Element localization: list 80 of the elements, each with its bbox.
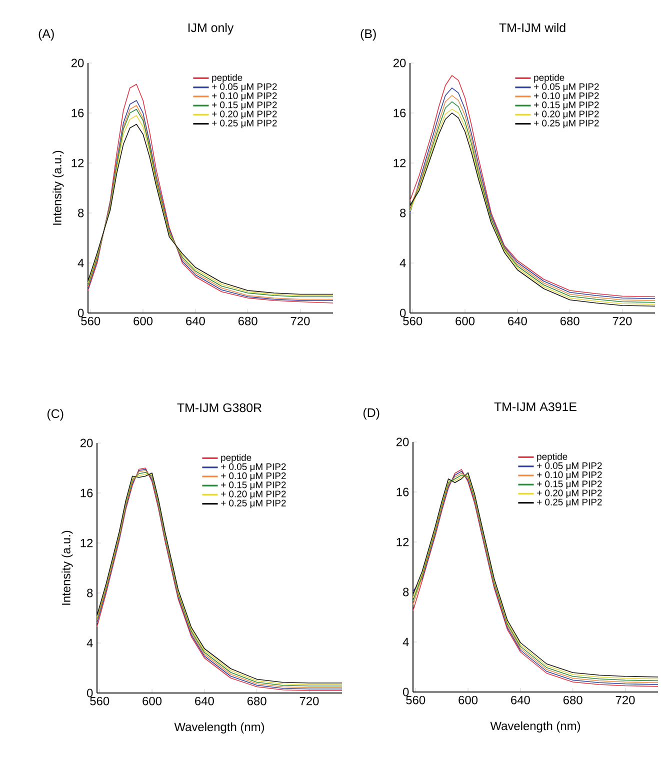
x-tick-label: 680 bbox=[563, 696, 582, 704]
x-tick-label: 720 bbox=[616, 696, 635, 704]
y-tick-label: 0 bbox=[403, 688, 409, 696]
x-tick-label: 560 bbox=[90, 696, 110, 706]
text: (B) bbox=[360, 28, 376, 41]
legend-label: + 0.10 μM PIP2 bbox=[534, 92, 599, 101]
chart-title: TM-IJM wild bbox=[499, 22, 566, 32]
x-tick-label: 680 bbox=[560, 316, 580, 326]
y-tick-label: 8 bbox=[400, 208, 406, 218]
x-axis-title: Wavelength (nm) bbox=[174, 722, 264, 734]
x-tick-label: 720 bbox=[290, 316, 310, 326]
y-tick-label: 20 bbox=[80, 438, 93, 448]
y-tick-label: 8 bbox=[87, 588, 93, 598]
x-tick-label: 600 bbox=[134, 316, 153, 326]
chart-title: TM-IJM G380R bbox=[177, 403, 262, 412]
y-tick-label: 8 bbox=[403, 588, 409, 596]
y-tick-label: 0 bbox=[400, 308, 406, 318]
x-tick-label: 600 bbox=[458, 696, 478, 704]
legend-label: peptide bbox=[534, 74, 564, 83]
legend-label: + 0.10 μM PIP2 bbox=[221, 472, 286, 481]
legend-label: + 0.25 μM PIP2 bbox=[212, 120, 277, 128]
x-tick-label: 720 bbox=[612, 316, 632, 326]
y-tick-label: 0 bbox=[78, 308, 84, 318]
x-tick-label: 640 bbox=[508, 316, 527, 326]
x-tick-label: 640 bbox=[195, 696, 214, 706]
x-tick-label: 640 bbox=[511, 696, 530, 704]
x-tick-label: 600 bbox=[456, 316, 475, 326]
y-tick-label: 4 bbox=[402, 638, 409, 646]
x-tick-label: 680 bbox=[238, 316, 258, 326]
legend-label: + 0.15 μM PIP2 bbox=[212, 102, 277, 110]
y-tick-label: 16 bbox=[72, 108, 84, 118]
y-tick-label: 4 bbox=[78, 258, 84, 268]
chart-title: TM-IJM A391E bbox=[494, 402, 576, 412]
y-tick-label: 8 bbox=[78, 208, 84, 218]
y-tick-label: 12 bbox=[394, 158, 406, 168]
legend-label: + 0.20 μM PIP2 bbox=[534, 110, 599, 120]
y-tick-label: 4 bbox=[86, 638, 93, 648]
y-tick-label: 20 bbox=[71, 58, 84, 68]
legend-label: + 0.15 μM PIP2 bbox=[534, 102, 599, 110]
text: (D) bbox=[363, 408, 380, 420]
text: (C) bbox=[47, 408, 64, 421]
legend-label: peptide bbox=[221, 454, 252, 463]
y-tick-label: 16 bbox=[80, 488, 93, 498]
x-tick-label: 640 bbox=[186, 316, 205, 326]
y-axis-title: Intensity (a.u.) bbox=[62, 530, 73, 605]
legend-label: + 0.20 μM PIP2 bbox=[537, 490, 602, 498]
y-tick-label: 20 bbox=[393, 58, 406, 68]
legend-label: + 0.10 μM PIP2 bbox=[537, 471, 602, 480]
x-tick-label: 560 bbox=[406, 696, 426, 704]
legend-label: peptide bbox=[212, 74, 242, 83]
x-tick-label: 600 bbox=[142, 696, 162, 706]
legend-label: + 0.05 μM PIP2 bbox=[221, 463, 286, 472]
y-tick-label: 4 bbox=[400, 258, 406, 268]
legend-label: + 0.25 μM PIP2 bbox=[221, 500, 286, 508]
legend-label: + 0.10 μM PIP2 bbox=[212, 92, 277, 101]
legend-label: + 0.15 μM PIP2 bbox=[537, 480, 602, 489]
y-tick-label: 12 bbox=[80, 538, 93, 548]
x-tick-label: 560 bbox=[81, 316, 100, 326]
y-tick-label: 0 bbox=[87, 688, 93, 698]
legend-label: + 0.05 μM PIP2 bbox=[534, 83, 599, 92]
x-tick-label: 560 bbox=[403, 316, 422, 326]
legend-label: + 0.05 μM PIP2 bbox=[212, 83, 277, 92]
legend-label: + 0.25 μM PIP2 bbox=[534, 120, 599, 128]
legend-label: + 0.20 μM PIP2 bbox=[221, 490, 286, 500]
y-tick-label: 20 bbox=[396, 438, 409, 446]
y-tick-label: 12 bbox=[72, 158, 84, 168]
chart-title: IJM only bbox=[188, 22, 234, 35]
y-tick-label: 16 bbox=[394, 108, 406, 118]
y-axis-title: Intensity (a.u.) bbox=[52, 150, 64, 225]
text: (A) bbox=[38, 28, 54, 41]
legend-label: + 0.25 μM PIP2 bbox=[537, 498, 602, 508]
y-tick-label: 12 bbox=[396, 538, 409, 546]
x-axis-title: Wavelength (nm) bbox=[490, 721, 580, 733]
legend-label: + 0.05 μM PIP2 bbox=[537, 462, 602, 471]
x-tick-label: 720 bbox=[300, 696, 319, 706]
legend-label: + 0.15 μM PIP2 bbox=[221, 482, 286, 490]
x-tick-label: 680 bbox=[247, 696, 266, 706]
y-tick-label: 16 bbox=[396, 488, 409, 496]
legend-label: + 0.20 μM PIP2 bbox=[212, 110, 277, 120]
legend-label: peptide bbox=[537, 452, 568, 462]
